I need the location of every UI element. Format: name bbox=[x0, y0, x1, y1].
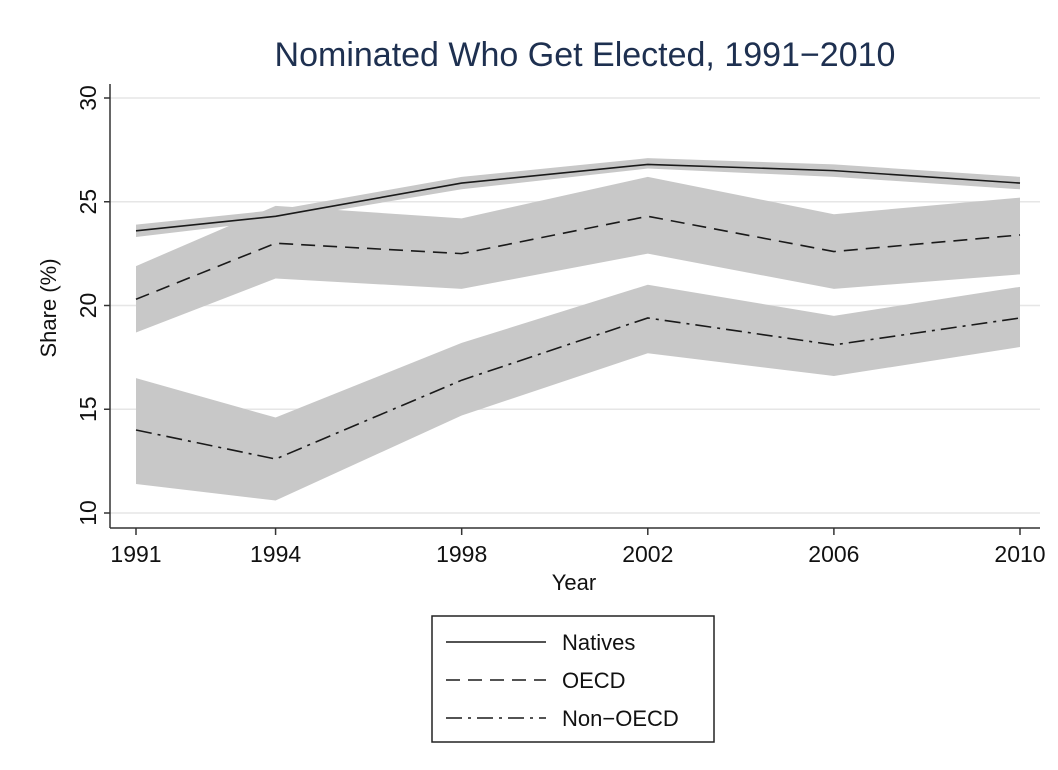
y-tick-label: 20 bbox=[75, 293, 101, 319]
ci-band bbox=[136, 176, 1020, 333]
y-tick-label: 25 bbox=[75, 189, 101, 215]
legend-label: Natives bbox=[562, 630, 635, 655]
x-tick-label: 1991 bbox=[110, 541, 161, 567]
x-tick-label: 1994 bbox=[250, 541, 301, 567]
chart-title: Nominated Who Get Elected, 1991−2010 bbox=[275, 36, 896, 74]
ci-band bbox=[136, 158, 1020, 238]
x-tick-label: 2010 bbox=[994, 541, 1045, 567]
legend-label: OECD bbox=[562, 668, 626, 693]
y-tick-label: 15 bbox=[75, 396, 101, 422]
x-tick-label: 2002 bbox=[622, 541, 673, 567]
y-axis-label: Share (%) bbox=[36, 258, 61, 357]
series-line bbox=[135, 215, 1021, 301]
ci-band bbox=[136, 284, 1020, 501]
y-tick-label: 30 bbox=[75, 85, 101, 111]
series-line bbox=[135, 317, 1021, 460]
confidence-bands bbox=[136, 158, 1020, 501]
x-tick-label: 1998 bbox=[436, 541, 487, 567]
series-lines bbox=[135, 163, 1021, 460]
x-tick-label: 2006 bbox=[808, 541, 859, 567]
legend-box bbox=[431, 615, 715, 743]
gridlines bbox=[110, 97, 1040, 514]
series-line bbox=[135, 163, 1021, 232]
y-ticks: 10 15 20 25 30 bbox=[75, 85, 110, 526]
x-axis-label: Year bbox=[552, 570, 596, 595]
x-ticks: 1991 1994 1998 2002 2006 2010 bbox=[110, 528, 1046, 567]
y-tick-label: 10 bbox=[75, 500, 101, 526]
legend-label: Non−OECD bbox=[562, 706, 679, 731]
legend: Natives OECD Non−OECD bbox=[431, 615, 715, 743]
